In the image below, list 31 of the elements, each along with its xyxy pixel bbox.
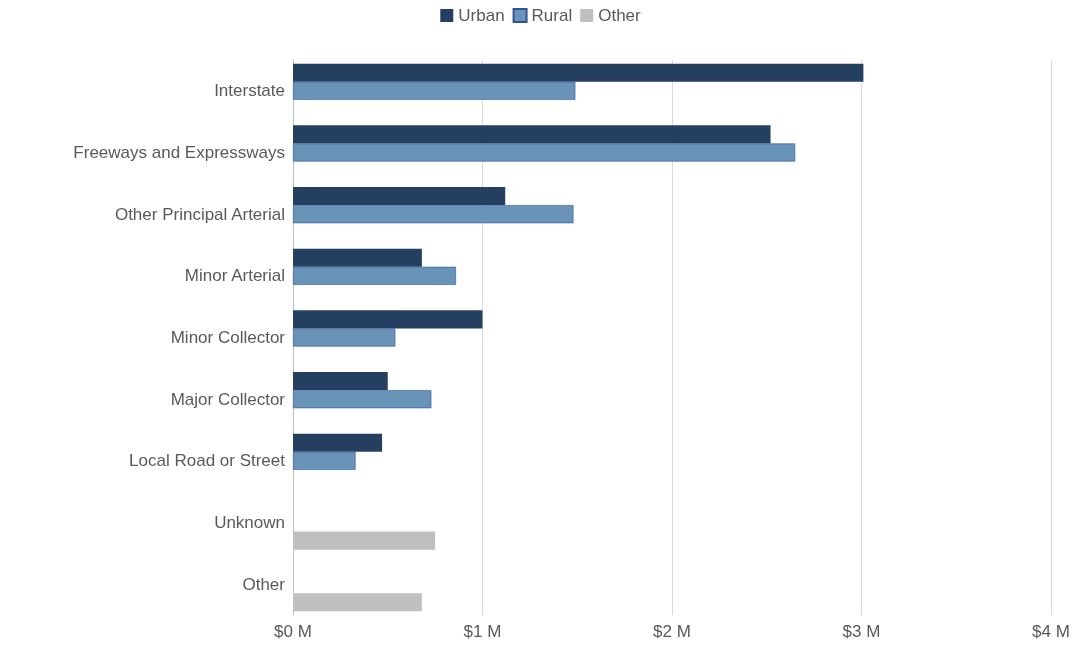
bar xyxy=(293,390,432,409)
legend-label: Other xyxy=(598,6,642,25)
bar xyxy=(293,266,456,285)
bar xyxy=(293,248,422,267)
bar xyxy=(293,187,506,206)
bar xyxy=(293,143,796,162)
bar xyxy=(293,372,388,391)
y-tick-label: Minor Collector xyxy=(170,328,286,347)
y-tick-label: Freeways and Expressways xyxy=(73,143,285,162)
y-tick-label: Major Collector xyxy=(170,389,286,409)
legend-label: Rural xyxy=(531,6,573,25)
bar xyxy=(293,81,576,100)
x-tick-label: $4 M xyxy=(1032,622,1070,641)
y-tick-label: Local Road or Street xyxy=(129,451,286,471)
bar xyxy=(293,125,771,144)
x-tick-label: $2 M xyxy=(653,622,691,641)
y-tick-label: Other xyxy=(242,574,286,594)
x-tick-label: $3 M xyxy=(842,622,881,641)
y-tick-label: Other Principal Arterial xyxy=(114,204,285,224)
y-tick-label: Minor Arterial xyxy=(184,266,285,286)
bar xyxy=(293,451,356,470)
x-tick-label: $1 M xyxy=(463,622,502,641)
bar xyxy=(293,205,574,224)
y-tick-label: Unknown xyxy=(214,513,285,532)
bar xyxy=(293,310,483,329)
x-tick-label: $0 M xyxy=(274,622,312,641)
bar xyxy=(293,433,383,452)
bar xyxy=(293,63,864,82)
y-tick-label: Interstate xyxy=(214,81,285,101)
legend-label: Urban xyxy=(458,6,505,25)
bar xyxy=(293,328,396,347)
